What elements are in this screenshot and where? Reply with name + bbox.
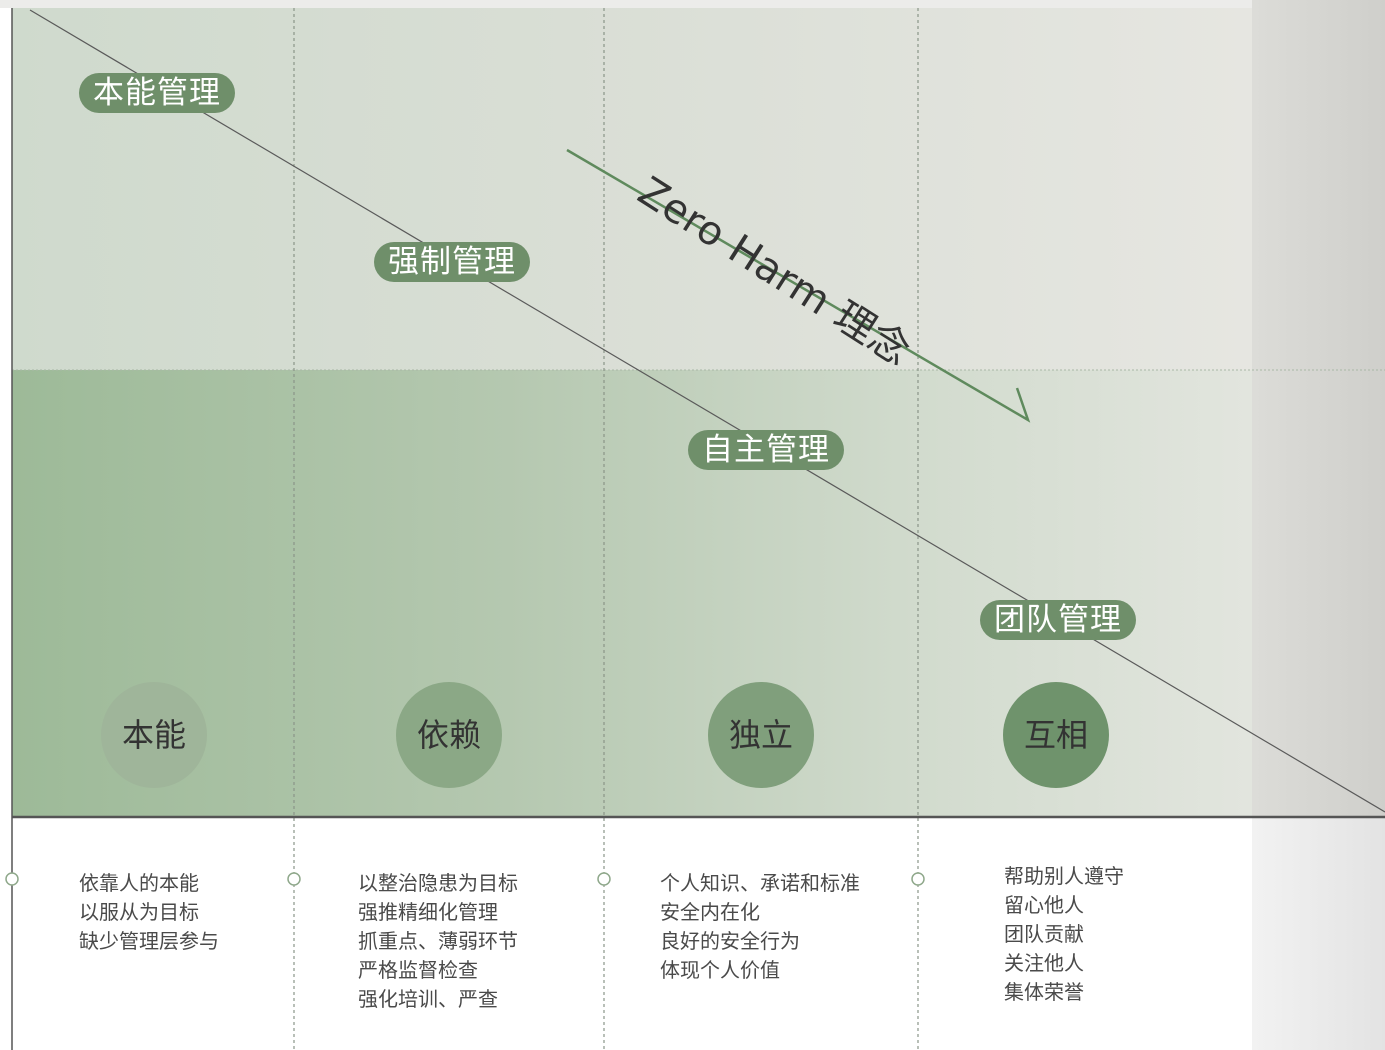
- phase-description-1: 依靠人的本能 以服从为目标 缺少管理层参与: [79, 869, 219, 956]
- axis-node-4: [911, 872, 925, 886]
- description-line: 良好的安全行为: [660, 929, 800, 953]
- phase-circle-interdependent: 互相: [1003, 682, 1109, 788]
- description-line: 强化培训、严查: [358, 987, 498, 1011]
- stage-pill-enforced: 强制管理: [374, 242, 530, 282]
- diagonal-line: [29, 9, 1385, 813]
- phase-description-3: 个人知识、承诺和标准 安全内在化 良好的安全行为 体现个人价值: [660, 869, 860, 985]
- phase-circle-instinct: 本能: [101, 682, 207, 788]
- right-edge-upper: [1252, 0, 1385, 817]
- description-line: 留心他人: [1004, 893, 1084, 917]
- right-edge-lower: [1252, 817, 1385, 1050]
- description-line: 以服从为目标: [79, 900, 199, 924]
- description-line: 关注他人: [1004, 951, 1084, 975]
- axis-node-2: [287, 872, 301, 886]
- stage-pill-self: 自主管理: [688, 430, 844, 470]
- description-line: 抓重点、薄弱环节: [358, 929, 518, 953]
- stage-pill-team: 团队管理: [980, 600, 1136, 640]
- description-line: 安全内在化: [660, 900, 760, 924]
- phase-description-4: 帮助别人遵守 留心他人 团队贡献 关注他人 集体荣誉: [1004, 862, 1124, 1007]
- description-line: 以整治隐患为目标: [358, 871, 518, 895]
- description-line: 帮助别人遵守: [1004, 864, 1124, 888]
- description-line: 依靠人的本能: [79, 871, 199, 895]
- axis-node-3: [597, 872, 611, 886]
- phase-description-2: 以整治隐患为目标 强推精细化管理 抓重点、薄弱环节 严格监督检查 强化培训、严查: [358, 869, 518, 1014]
- description-line: 团队贡献: [1004, 922, 1084, 946]
- zero-harm-arrow: [566, 148, 1031, 423]
- axis-node-1: [5, 872, 19, 886]
- description-line: 严格监督检查: [358, 958, 478, 982]
- description-line: 体现个人价值: [660, 958, 780, 982]
- phase-circle-dependent: 依赖: [396, 682, 502, 788]
- description-line: 个人知识、承诺和标准: [660, 871, 860, 895]
- stage-pill-instinct: 本能管理: [79, 73, 235, 113]
- description-line: 集体荣誉: [1004, 980, 1084, 1004]
- description-line: 强推精细化管理: [358, 900, 498, 924]
- description-line: 缺少管理层参与: [79, 929, 219, 953]
- phase-circle-independent: 独立: [708, 682, 814, 788]
- top-strip: [0, 0, 1385, 8]
